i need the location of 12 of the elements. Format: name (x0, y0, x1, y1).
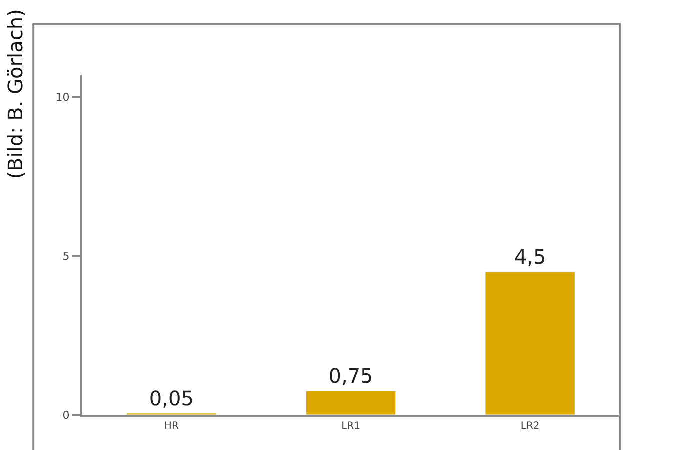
bar (306, 390, 396, 415)
y-tick-label: 0 (62, 408, 70, 422)
x-tick-label: LR2 (520, 421, 540, 432)
text: (Bild: B. Görlach) (3, 9, 28, 180)
data-label: 0,75 (328, 364, 374, 388)
bar (485, 272, 576, 415)
data-label: 4,5 (514, 245, 546, 270)
x-tick-label: HR (164, 421, 179, 432)
y-tick-label: 5 (62, 250, 70, 263)
y-tick-label: 10 (56, 91, 70, 104)
x-tick-label: LR1 (342, 421, 360, 432)
data-label: 0,05 (149, 386, 194, 410)
